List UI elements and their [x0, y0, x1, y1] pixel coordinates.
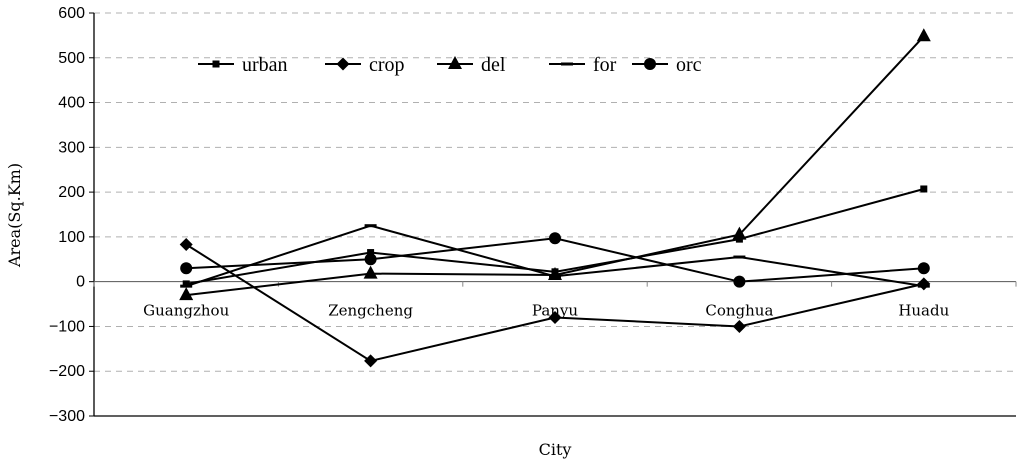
data-point-for — [364, 224, 377, 228]
legend-item-orc: orc — [632, 54, 702, 76]
data-point-for — [733, 255, 746, 259]
legend-label-urban: urban — [242, 54, 288, 76]
data-point-crop — [732, 319, 746, 333]
data-point-orc — [180, 262, 193, 275]
data-point-crop — [917, 277, 931, 291]
x-tick-label: Guangzhou — [143, 302, 229, 320]
legend-marker-crop — [336, 57, 350, 71]
data-point-del — [732, 226, 747, 240]
legend-item-del: del — [437, 54, 506, 76]
data-point-crop — [548, 310, 562, 324]
data-point-orc — [733, 275, 746, 288]
y-tick-label: 400 — [58, 95, 85, 112]
y-tick-label: −300 — [49, 408, 85, 425]
legend: urban crop del for orc — [198, 54, 702, 76]
x-tick-label: Panyu — [532, 302, 578, 320]
y-tick-labels: −300 −200 −100 0 100 200 300 400 500 600 — [49, 5, 85, 425]
series-crop — [179, 238, 931, 368]
y-axis-title: Area(Sq.Km) — [5, 163, 24, 268]
x-axis-title: City — [539, 440, 572, 459]
x-tick-label: Conghua — [705, 302, 773, 320]
legend-item-for: for — [549, 54, 617, 76]
legend-marker-del — [448, 56, 462, 69]
data-point-orc — [917, 262, 930, 275]
x-tick-labels: Guangzhou Zengcheng Panyu Conghua Huadu — [143, 302, 949, 320]
data-point-urban — [920, 185, 928, 193]
legend-marker-urban — [212, 60, 220, 68]
y-tick-label: 0 — [76, 274, 85, 291]
series-orc — [180, 232, 930, 288]
data-point-urban — [367, 249, 375, 257]
y-tick-label: −200 — [49, 363, 85, 380]
legend-marker-orc — [644, 58, 656, 70]
y-tick-label: 600 — [58, 5, 85, 22]
data-point-for — [917, 284, 930, 288]
legend-marker-for — [561, 62, 573, 66]
series-del — [179, 28, 931, 301]
data-point-del — [916, 28, 931, 42]
data-point-urban — [182, 280, 190, 288]
y-tick-label: 200 — [58, 184, 85, 201]
legend-label-for: for — [593, 54, 617, 76]
data-point-del — [179, 287, 194, 301]
data-point-orc — [549, 232, 561, 245]
y-tick-label: 500 — [58, 50, 85, 67]
data-point-crop — [179, 238, 193, 252]
y-tick-label: 300 — [58, 139, 85, 156]
x-tick-label: Huadu — [898, 302, 949, 320]
data-point-del — [363, 265, 378, 279]
y-tick-label: −100 — [49, 318, 85, 335]
series-line-del — [186, 35, 925, 297]
legend-item-crop: crop — [325, 54, 405, 76]
data-point-for — [549, 274, 561, 278]
series-lines — [179, 28, 931, 368]
series-for — [180, 224, 930, 288]
data-point-crop — [364, 354, 378, 368]
data-point-orc — [364, 253, 377, 266]
axes — [89, 12, 1017, 417]
legend-label-crop: crop — [369, 54, 405, 76]
x-tick-label: Zengcheng — [328, 302, 413, 320]
legend-item-urban: urban — [198, 54, 288, 76]
data-point-for — [180, 284, 193, 288]
legend-label-del: del — [481, 54, 506, 76]
y-tick-label: 100 — [58, 229, 85, 246]
legend-label-orc: orc — [676, 54, 702, 76]
